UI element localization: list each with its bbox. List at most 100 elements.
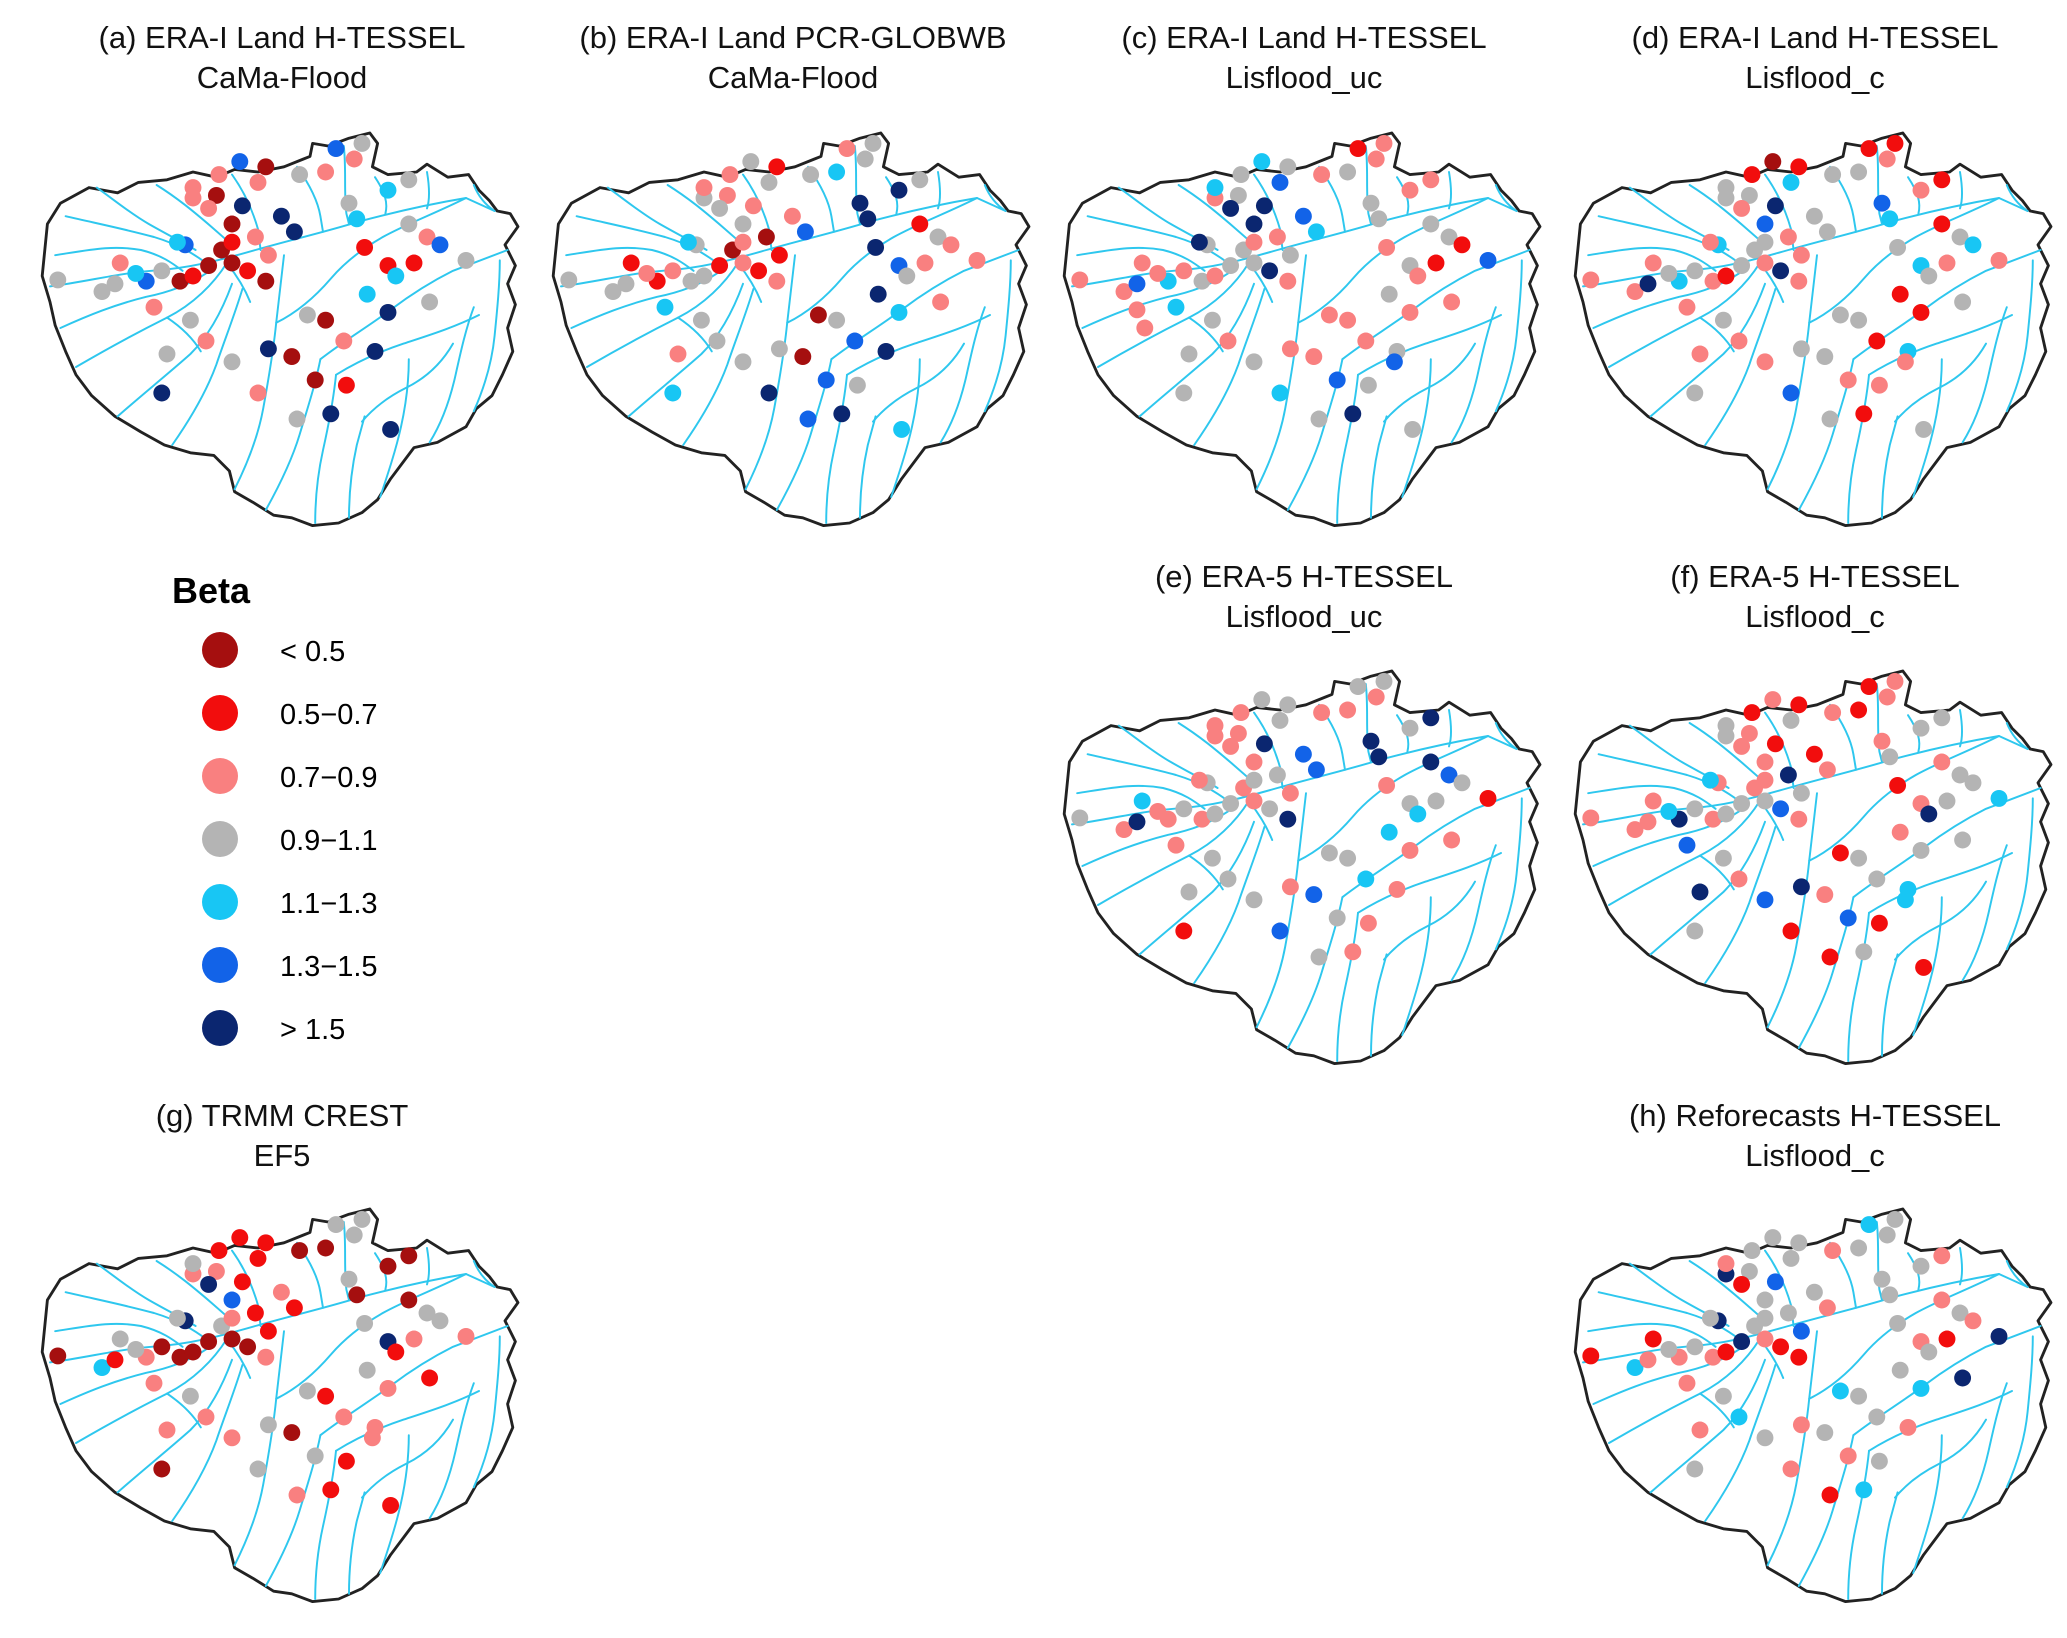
station-marker [239, 1338, 257, 1356]
station-marker [197, 1408, 215, 1426]
station-marker [1714, 849, 1732, 867]
station-marker [306, 371, 324, 389]
station-marker [1756, 753, 1774, 771]
station-marker [796, 223, 814, 241]
station-marker [1305, 348, 1323, 366]
panel-e-title: (e) ERA-5 H-TESSEL Lisflood_uc [1155, 559, 1453, 634]
station-marker [223, 353, 241, 371]
station-marker [1686, 922, 1704, 940]
station-marker [833, 405, 851, 423]
station-marker [1821, 410, 1839, 428]
station-marker [1782, 711, 1800, 729]
station-marker [1730, 870, 1748, 888]
basin-outline [1573, 131, 2053, 528]
station-marker [848, 376, 866, 394]
station-marker [1896, 353, 1914, 371]
station-marker [1912, 841, 1930, 859]
station-marker [1850, 163, 1868, 181]
station-marker [1868, 870, 1886, 888]
station-marker [457, 1327, 475, 1345]
station-marker [1733, 1333, 1751, 1351]
station-marker [345, 150, 363, 168]
station-marker [1730, 1408, 1748, 1426]
station-marker [317, 163, 335, 181]
station-marker [1378, 776, 1396, 794]
station-marker [1219, 870, 1237, 888]
station-marker [1873, 732, 1891, 750]
station-marker [1245, 771, 1263, 789]
station-marker [257, 158, 275, 176]
station-marker [1792, 340, 1810, 358]
station-marker [1115, 821, 1133, 839]
station-marker [802, 166, 820, 184]
station-marker [1175, 922, 1193, 940]
station-marker [1878, 1226, 1896, 1244]
station-marker [353, 1210, 371, 1228]
station-marker [1704, 1348, 1722, 1366]
station-marker [418, 228, 436, 246]
station-marker [400, 215, 418, 233]
station-marker [711, 257, 729, 275]
station-marker [379, 1257, 397, 1275]
station-marker [1990, 251, 2008, 269]
station-marker [1920, 1343, 1938, 1361]
station-marker [1850, 849, 1868, 867]
station-marker [1938, 254, 1956, 272]
station-marker [1229, 724, 1247, 742]
station-marker [153, 1460, 171, 1478]
panel-g-title: (g) TRMM CREST EF5 [156, 1098, 409, 1173]
station-marker [1253, 153, 1271, 171]
station-marker [1686, 800, 1704, 818]
station-marker [1878, 688, 1896, 706]
station-marker [1824, 166, 1842, 184]
station-marker [317, 1239, 335, 1257]
station-marker [1660, 802, 1678, 820]
station-marker [181, 1387, 199, 1405]
station-marker [1149, 264, 1167, 282]
station-marker [1409, 267, 1427, 285]
station-marker [1886, 134, 1904, 152]
station-marker [1479, 789, 1497, 807]
station-marker [1792, 1416, 1810, 1434]
station-marker [358, 285, 376, 303]
station-marker [1310, 948, 1328, 966]
station-marker [1206, 717, 1224, 735]
station-marker [200, 199, 218, 217]
panel-e-map [1062, 669, 1542, 1066]
panel-f-title: (f) ERA-5 H-TESSEL Lisflood_c [1670, 559, 1959, 634]
station-marker [932, 293, 950, 311]
station-marker [327, 140, 345, 158]
legend-swatch [202, 695, 238, 731]
station-marker [1253, 691, 1271, 709]
station-marker [246, 228, 264, 246]
station-marker [1271, 711, 1289, 729]
station-marker [1868, 1408, 1886, 1426]
legend-label: 0.7−0.9 [280, 762, 378, 794]
station-marker [744, 197, 762, 215]
station-marker [1740, 724, 1758, 742]
station-marker [1362, 194, 1380, 212]
legend-item: 1.1−1.3 [202, 884, 378, 920]
station-marker [856, 150, 874, 168]
station-marker [249, 173, 267, 191]
station-marker [1133, 792, 1151, 810]
panel-c-title-line2: Lisflood_uc [1226, 60, 1383, 95]
station-marker [400, 171, 418, 189]
legend-label: < 0.5 [280, 636, 345, 668]
basin-outline [40, 1207, 520, 1604]
station-marker [111, 254, 129, 272]
station-marker [1686, 262, 1704, 280]
station-marker [1805, 1283, 1823, 1301]
station-marker [1401, 841, 1419, 859]
station-marker [679, 233, 697, 251]
station-marker [1268, 228, 1286, 246]
station-marker [171, 272, 189, 290]
station-marker [418, 1304, 436, 1322]
station-marker [1855, 943, 1873, 961]
station-marker [210, 1242, 228, 1260]
legend-item: 0.5−0.7 [202, 695, 378, 731]
station-marker [1401, 303, 1419, 321]
station-marker [1933, 709, 1951, 727]
station-marker [272, 207, 290, 225]
station-marker [356, 238, 374, 256]
